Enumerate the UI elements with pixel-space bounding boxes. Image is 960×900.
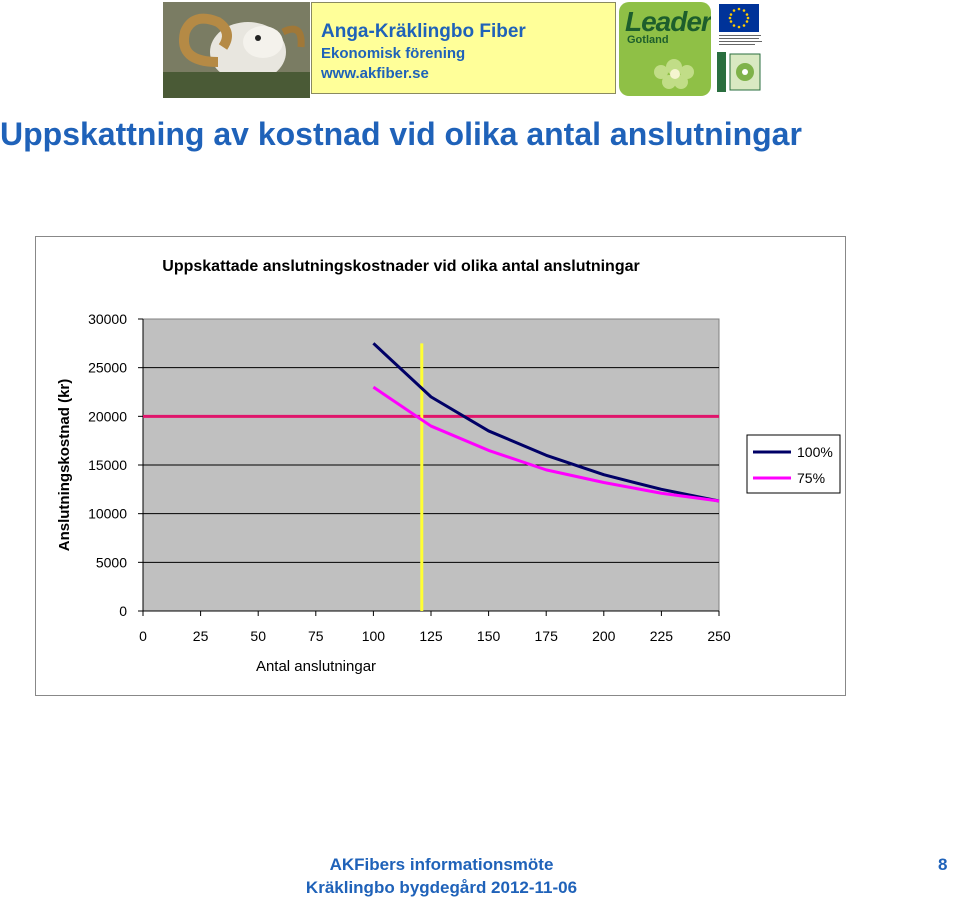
series-line-75	[372, 385, 720, 503]
x-tick-label: 50	[250, 628, 266, 644]
footer-event: AKFibers informationsmöte	[329, 855, 554, 874]
leader-eu-logo	[716, 50, 762, 94]
y-tick-label: 20000	[88, 408, 127, 424]
chart-title: Uppskattade anslutningskostnader vid oli…	[162, 258, 639, 275]
x-tick-label: 150	[477, 628, 501, 644]
legend-box	[746, 434, 841, 494]
page-number: 8	[938, 855, 948, 874]
header-ram-photo	[163, 2, 310, 98]
organization-box: Anga-Kräklingbo Fiber Ekonomisk förening…	[311, 2, 616, 94]
x-tick-label: 125	[419, 628, 443, 644]
footer-place-date: Kräklingbo bygdegård 2012-11-06	[305, 878, 578, 897]
legend-label: 75%	[797, 470, 825, 486]
y-tick-label: 30000	[88, 311, 127, 327]
x-tick-label: 250	[707, 628, 731, 644]
eu-fund-fineprint	[719, 34, 763, 46]
organization-url: www.akfiber.se	[321, 65, 429, 82]
slide-title: Uppskattning av kostnad vid olika antal …	[0, 116, 802, 152]
series-line-100	[372, 342, 720, 503]
organization-name: Anga-Kräklingbo Fiber	[321, 21, 526, 42]
legend-label: 100%	[797, 444, 833, 460]
y-tick-label: 15000	[88, 457, 127, 473]
eu-flag-icon	[719, 4, 759, 32]
y-tick-label: 5000	[96, 554, 127, 570]
leader-logo-subtext: Gotland	[627, 34, 669, 46]
x-axis-label: Antal anslutningar	[256, 658, 376, 675]
leader-logo-text: Leader	[625, 6, 711, 37]
x-tick-label: 0	[139, 628, 147, 644]
leader-gotland-logo: Leader Gotland	[619, 2, 711, 96]
x-tick-label: 175	[535, 628, 559, 644]
chart-frame: Uppskattade anslutningskostnader vid oli…	[35, 236, 846, 696]
x-tick-label: 75	[308, 628, 324, 644]
chart-canvas: Uppskattade anslutningskostnader vid oli…	[56, 258, 841, 675]
y-axis-label: Anslutningskostnad (kr)	[56, 379, 73, 552]
organization-subtitle: Ekonomisk förening	[321, 45, 466, 62]
x-tick-label: 25	[193, 628, 209, 644]
x-tick-label: 225	[650, 628, 674, 644]
x-tick-label: 200	[592, 628, 616, 644]
y-tick-label: 25000	[88, 360, 127, 376]
y-tick-label: 0	[119, 603, 127, 619]
y-tick-label: 10000	[88, 506, 127, 522]
x-tick-label: 100	[362, 628, 386, 644]
